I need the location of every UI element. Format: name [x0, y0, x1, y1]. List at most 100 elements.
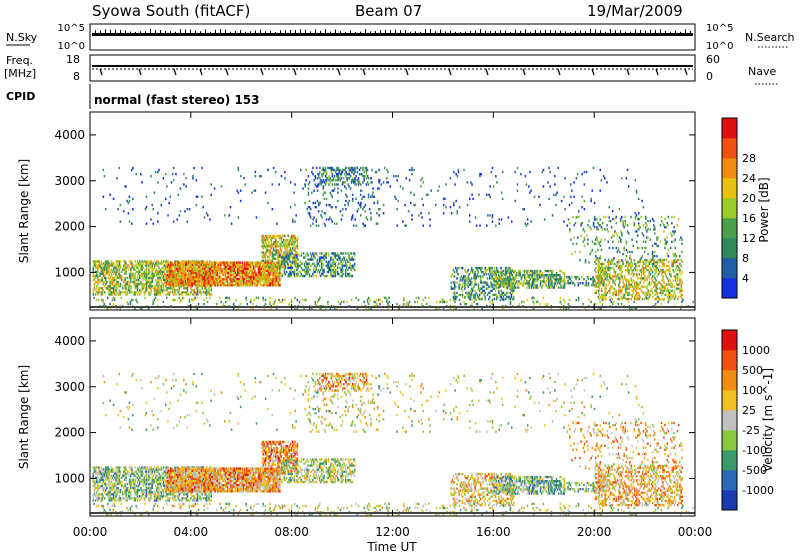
- echo-cell: [140, 266, 142, 269]
- echo-cell: [247, 284, 249, 287]
- echo-cell: [106, 260, 108, 263]
- echo-cell: [239, 271, 241, 275]
- echo-cell: [567, 282, 569, 285]
- echo-cell: [273, 280, 275, 283]
- echo-cell: [267, 284, 270, 287]
- echo-cell: [635, 189, 638, 192]
- echo-cell: [494, 293, 497, 297]
- echo-cell: [527, 269, 529, 273]
- echo-cell: [190, 287, 192, 290]
- echo-cell: [236, 280, 238, 283]
- echo-cell: [198, 265, 201, 268]
- echo-cell: [173, 277, 176, 281]
- echo-cell: [262, 241, 265, 244]
- noise-tick-low-left: 10^0: [58, 41, 85, 52]
- echo-cell: [534, 286, 536, 289]
- echo-cell: [628, 273, 630, 276]
- echo-cell: [322, 262, 324, 265]
- echo-cell: [386, 177, 388, 180]
- echo-cell: [295, 245, 297, 248]
- echo-cell: [226, 282, 229, 285]
- echo-cell: [522, 208, 524, 211]
- echo-cell: [373, 195, 376, 198]
- echo-cell: [517, 282, 519, 285]
- echo-cell: [536, 278, 538, 281]
- echo-cell: [327, 266, 330, 270]
- echo-cell: [172, 275, 174, 279]
- echo-cell: [194, 265, 196, 268]
- echo-cell: [220, 263, 222, 266]
- echo-cell: [179, 265, 181, 268]
- echo-cell: [109, 276, 112, 280]
- echo-cell: [251, 277, 254, 281]
- echo-cell: [500, 191, 503, 194]
- echo-cell: [451, 273, 454, 276]
- echo-cell: [108, 266, 110, 269]
- echo-cell: [618, 266, 620, 270]
- echo-cell: [211, 271, 213, 275]
- echo-cell: [547, 284, 550, 287]
- echo-cell: [130, 289, 132, 292]
- echo-cell: [278, 236, 280, 240]
- echo-cell: [353, 252, 356, 255]
- echo-cell: [639, 295, 642, 299]
- echo-cell: [319, 260, 322, 263]
- echo-cell: [157, 287, 159, 290]
- echo-cell: [489, 271, 491, 274]
- echo-cell: [625, 177, 628, 180]
- noise-spike: [440, 29, 441, 33]
- echo-cell: [456, 269, 458, 272]
- echo-cell: [270, 282, 272, 285]
- echo-cell: [170, 273, 172, 277]
- echo-cell: [144, 208, 147, 211]
- echo-cell: [273, 243, 276, 246]
- echo-cell: [350, 268, 353, 272]
- echo-cell: [189, 275, 191, 279]
- echo-cell: [336, 272, 339, 276]
- echo-cell: [556, 282, 559, 285]
- echo-cell: [597, 262, 600, 266]
- echo-cell: [474, 275, 476, 278]
- echo-cell: [493, 266, 496, 270]
- echo-cell: [610, 236, 613, 239]
- echo-cell: [199, 261, 202, 264]
- echo-cell: [148, 293, 150, 296]
- echo-cell: [496, 282, 499, 285]
- echo-cell: [234, 261, 237, 264]
- echo-cell: [185, 291, 188, 294]
- echo-cell: [302, 256, 305, 259]
- echo-cell: [241, 265, 244, 268]
- echo-cell: [342, 260, 345, 263]
- echo-cell: [183, 261, 186, 264]
- echo-cell: [631, 264, 634, 268]
- noise-spike: [120, 29, 121, 33]
- echo-cell: [491, 216, 494, 219]
- echo-cell: [189, 263, 191, 266]
- echo-cell: [550, 276, 552, 279]
- echo-cell: [280, 249, 283, 252]
- echo-cell: [539, 284, 542, 287]
- echo-cell: [585, 282, 588, 285]
- echo-cell: [659, 240, 662, 243]
- echo-cell: [547, 278, 550, 281]
- echo-cell: [191, 267, 194, 270]
- noise-spike: [610, 29, 611, 33]
- echo-cell: [273, 253, 276, 256]
- echo-cell: [267, 267, 270, 270]
- echo-cell: [637, 285, 639, 288]
- echo-cell: [340, 189, 343, 192]
- echo-cell: [654, 250, 656, 254]
- echo-cell: [527, 280, 529, 283]
- echo-cell: [472, 269, 474, 272]
- echo-cell: [645, 228, 647, 231]
- echo-cell: [199, 277, 202, 281]
- echo-cell: [180, 280, 182, 283]
- echo-cell: [481, 266, 483, 270]
- echo-cell: [599, 277, 602, 280]
- echo-cell: [386, 168, 388, 172]
- echo-cell: [209, 263, 212, 266]
- echo-cell: [266, 269, 269, 273]
- echo-cell: [102, 274, 105, 278]
- echo-cell: [193, 291, 196, 294]
- echo-cell: [359, 214, 362, 217]
